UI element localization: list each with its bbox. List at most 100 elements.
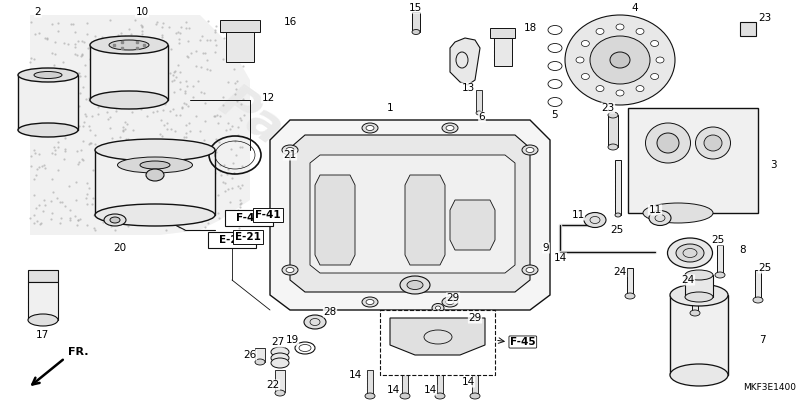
Ellipse shape xyxy=(104,214,126,226)
Polygon shape xyxy=(315,175,355,265)
Text: 24: 24 xyxy=(682,275,694,285)
Text: 5: 5 xyxy=(552,110,558,120)
Ellipse shape xyxy=(366,300,374,304)
Ellipse shape xyxy=(366,126,374,130)
Text: 29: 29 xyxy=(468,313,482,323)
Ellipse shape xyxy=(110,217,120,223)
Ellipse shape xyxy=(446,300,454,304)
Ellipse shape xyxy=(18,123,78,137)
Ellipse shape xyxy=(95,139,215,161)
Ellipse shape xyxy=(282,145,298,155)
Ellipse shape xyxy=(676,244,704,262)
Text: 14: 14 xyxy=(348,370,362,380)
Bar xyxy=(740,22,756,36)
Text: 2: 2 xyxy=(34,7,42,17)
Ellipse shape xyxy=(28,314,58,326)
Bar xyxy=(28,270,58,282)
Ellipse shape xyxy=(608,112,618,118)
Ellipse shape xyxy=(616,90,624,96)
Ellipse shape xyxy=(95,204,215,226)
Ellipse shape xyxy=(685,270,713,280)
Text: 12: 12 xyxy=(262,93,274,103)
Ellipse shape xyxy=(118,157,193,173)
Text: 25: 25 xyxy=(758,263,772,273)
Text: 14: 14 xyxy=(554,253,566,263)
Bar xyxy=(402,370,408,395)
Text: F-45: F-45 xyxy=(510,337,536,347)
Text: 19: 19 xyxy=(286,335,298,345)
Polygon shape xyxy=(450,38,480,85)
Ellipse shape xyxy=(590,36,650,84)
Ellipse shape xyxy=(649,210,671,226)
Polygon shape xyxy=(390,318,485,355)
Text: 25: 25 xyxy=(610,225,624,235)
Ellipse shape xyxy=(616,24,624,30)
Ellipse shape xyxy=(400,393,410,399)
Bar xyxy=(226,32,254,62)
Bar xyxy=(615,160,621,215)
Text: 11: 11 xyxy=(648,205,662,215)
Text: 16: 16 xyxy=(283,17,297,27)
Ellipse shape xyxy=(695,127,730,159)
Text: 3: 3 xyxy=(770,160,776,170)
Text: 8: 8 xyxy=(740,245,746,255)
Text: 24: 24 xyxy=(614,267,626,277)
Bar xyxy=(608,115,618,147)
Bar xyxy=(627,268,633,296)
Polygon shape xyxy=(30,15,250,235)
Text: 25: 25 xyxy=(711,235,725,245)
Ellipse shape xyxy=(565,15,675,105)
Polygon shape xyxy=(290,135,530,292)
Bar xyxy=(755,270,761,300)
Text: Partsöchnik: Partsöchnik xyxy=(210,78,510,306)
Ellipse shape xyxy=(90,36,168,54)
Bar xyxy=(90,45,168,100)
Text: 23: 23 xyxy=(758,13,772,23)
Ellipse shape xyxy=(657,133,679,153)
Bar xyxy=(275,370,285,392)
Ellipse shape xyxy=(650,74,658,80)
Bar xyxy=(476,90,482,112)
Ellipse shape xyxy=(90,91,168,109)
Text: 18: 18 xyxy=(523,23,537,33)
Bar xyxy=(95,150,215,215)
Ellipse shape xyxy=(109,40,149,50)
Ellipse shape xyxy=(522,265,538,275)
Text: 17: 17 xyxy=(35,330,49,340)
Ellipse shape xyxy=(435,306,441,310)
Bar xyxy=(472,370,478,395)
Text: 22: 22 xyxy=(266,380,280,390)
Ellipse shape xyxy=(446,126,454,130)
Bar xyxy=(692,285,698,313)
Bar xyxy=(717,245,723,275)
Bar xyxy=(685,275,713,297)
Ellipse shape xyxy=(636,28,644,34)
Text: 14: 14 xyxy=(386,385,400,395)
Ellipse shape xyxy=(690,310,700,316)
Ellipse shape xyxy=(275,390,285,396)
Ellipse shape xyxy=(576,57,584,63)
Ellipse shape xyxy=(412,30,420,34)
Bar xyxy=(255,348,265,362)
Ellipse shape xyxy=(362,123,378,133)
Text: 11: 11 xyxy=(571,210,585,220)
Ellipse shape xyxy=(470,393,480,399)
Bar xyxy=(220,20,260,32)
Ellipse shape xyxy=(18,68,78,82)
Text: 1: 1 xyxy=(386,103,394,113)
Text: 7: 7 xyxy=(758,335,766,345)
Ellipse shape xyxy=(670,364,728,386)
Ellipse shape xyxy=(442,297,458,307)
Ellipse shape xyxy=(625,293,635,299)
Bar xyxy=(670,295,728,375)
Polygon shape xyxy=(405,175,445,265)
Ellipse shape xyxy=(636,86,644,92)
Ellipse shape xyxy=(526,268,534,272)
Ellipse shape xyxy=(615,213,621,217)
Text: 13: 13 xyxy=(462,83,474,93)
Ellipse shape xyxy=(271,347,289,357)
Text: 28: 28 xyxy=(323,307,337,317)
Text: E-21: E-21 xyxy=(219,235,245,245)
Ellipse shape xyxy=(255,359,265,365)
Bar xyxy=(18,75,78,130)
